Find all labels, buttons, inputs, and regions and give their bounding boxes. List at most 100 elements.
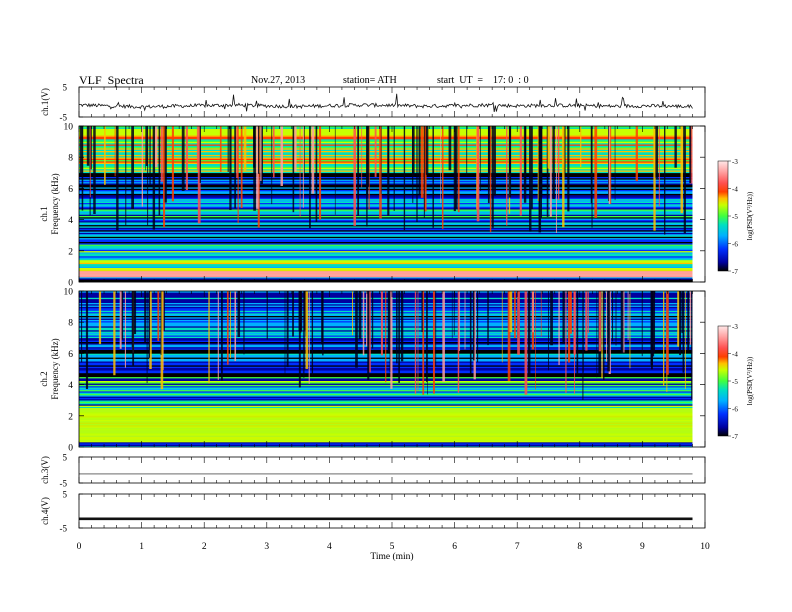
spectrogram-row	[79, 279, 693, 281]
spectrogram-row	[79, 172, 693, 175]
sferic-column	[157, 291, 160, 342]
spectrogram-row	[79, 162, 693, 164]
sferic-column	[260, 126, 263, 184]
sferic-column	[299, 126, 301, 218]
sferic-column	[464, 291, 466, 350]
sferic-column	[199, 126, 201, 183]
sferic-column	[585, 291, 588, 351]
y-tick-label: 0	[68, 279, 73, 289]
sferic-column	[423, 126, 427, 212]
sferic-column	[540, 126, 543, 198]
y-tick-label: 4	[68, 216, 73, 226]
sferic-column	[509, 291, 513, 333]
sferic-column	[144, 291, 146, 343]
spectrogram-row	[79, 192, 693, 194]
sferic-column	[652, 291, 655, 357]
sferic-column	[366, 126, 368, 195]
spectrogram-row	[79, 196, 693, 198]
start-ut-label: start UT = 17: 0 : 0	[437, 75, 529, 86]
spectrogram-row	[79, 180, 693, 183]
sferic-column	[374, 126, 377, 177]
sferic-column	[160, 291, 164, 390]
sferic-column	[550, 291, 553, 346]
sferic-column	[266, 291, 268, 340]
sferic-column	[614, 126, 616, 201]
sferic-column	[164, 126, 167, 203]
spectrogram-row	[79, 211, 693, 214]
sferic-column	[257, 126, 260, 228]
sferic-column	[387, 126, 389, 175]
sferic-column	[385, 291, 387, 383]
sferic-column	[160, 126, 163, 182]
spectrogram-row	[79, 197, 693, 200]
sferic-column	[243, 126, 247, 171]
sferic-column	[353, 126, 356, 226]
date-label: Nov.27, 2013	[251, 75, 306, 86]
spectrogram-row	[79, 213, 693, 215]
sferic-column	[448, 126, 452, 171]
sferic-column	[163, 126, 166, 228]
sferic-column	[124, 291, 126, 368]
sferic-column	[506, 126, 508, 226]
sferic-column	[226, 291, 229, 365]
spectrogram-row	[79, 188, 693, 190]
spectrogram-row	[79, 406, 693, 409]
sferic-column	[524, 291, 528, 395]
sferic-column	[334, 126, 336, 215]
spectrogram-row	[79, 187, 693, 189]
spectrogram-row	[79, 262, 693, 265]
y-tick-label: 6	[68, 350, 73, 360]
sferic-column	[234, 126, 236, 209]
sferic-column	[368, 291, 371, 373]
sferic-column	[442, 291, 445, 382]
sferic-column	[308, 291, 310, 384]
spectrogram-row	[79, 269, 693, 271]
spectrogram-row	[79, 142, 693, 145]
sferic-column	[243, 291, 245, 355]
waveform-trace	[78, 93, 693, 112]
sferic-column	[387, 291, 390, 352]
sferic-column	[303, 291, 305, 370]
sferic-column	[532, 291, 534, 333]
sferic-column	[653, 126, 656, 231]
sferic-column	[590, 126, 593, 204]
spectrogram-row	[79, 222, 693, 224]
sferic-column	[221, 291, 223, 381]
spectrogram-row	[79, 383, 693, 385]
x-tick-label: 0	[77, 542, 82, 552]
spectrogram-row	[79, 139, 693, 141]
sferic-column	[427, 291, 428, 395]
sferic-column	[453, 126, 456, 212]
spectrogram-row	[79, 183, 693, 185]
sferic-column	[322, 291, 324, 356]
sferic-column	[217, 291, 219, 380]
spectrogram-row	[79, 243, 693, 245]
x-tick-label: 4	[327, 542, 332, 552]
sferic-column	[181, 126, 185, 191]
spectrogram-row	[79, 384, 693, 387]
spectrogram-row	[79, 209, 693, 211]
sferic-column	[230, 291, 231, 359]
spectrogram-row	[79, 200, 693, 202]
spectrogram-row	[79, 159, 693, 162]
spectrogram-row	[79, 158, 693, 161]
spectrogram-row	[79, 382, 693, 384]
spectrogram-row	[79, 198, 693, 201]
sferic-column	[548, 291, 549, 371]
x-tick-label: 10	[700, 542, 710, 552]
sferic-column	[677, 291, 680, 347]
sferic-column	[423, 126, 425, 219]
sferic-column	[379, 126, 382, 219]
sferic-column	[472, 291, 475, 361]
sferic-column	[98, 291, 102, 345]
sferic-column	[298, 291, 301, 388]
sferic-column	[304, 291, 306, 331]
spectrogram-row	[79, 179, 693, 181]
spectrogram-row	[79, 144, 693, 146]
spectrogram-row	[79, 145, 693, 148]
spectrogram-row	[79, 248, 693, 250]
sferic-column	[473, 291, 476, 380]
spectrogram-row	[79, 250, 693, 253]
colorbar-tick-label: -5	[732, 378, 738, 386]
